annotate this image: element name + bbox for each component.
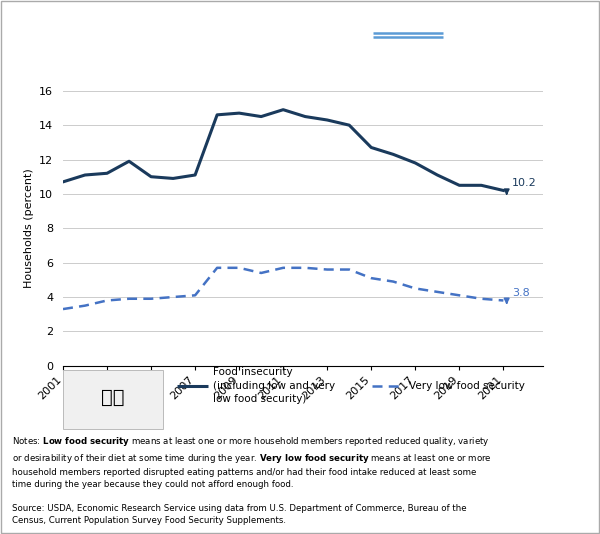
Y-axis label: Households (percent): Households (percent) [23, 168, 34, 288]
Text: Source: USDA, Economic Research Service using data from U.S. Department of Comme: Source: USDA, Economic Research Service … [12, 504, 467, 525]
Text: Very low food security: Very low food security [409, 381, 525, 391]
Text: Food insecurity
(including low and very
low food security): Food insecurity (including low and very … [214, 367, 335, 404]
Text: 🥫🥕: 🥫🥕 [101, 388, 125, 407]
FancyBboxPatch shape [63, 370, 163, 429]
Text: Prevalence of food insecurity in U.S.
households, 2001–21: Prevalence of food insecurity in U.S. ho… [12, 15, 286, 46]
Text: Economic Research Service: Economic Research Service [447, 12, 597, 22]
Text: 10.2: 10.2 [512, 178, 537, 188]
Text: 3.8: 3.8 [512, 288, 530, 298]
Text: USDA: USDA [372, 11, 428, 29]
Text: Notes: $\bf{Low\ food\ security}$ means at least one or more household members r: Notes: $\bf{Low\ food\ security}$ means … [12, 435, 491, 489]
Text: U.S. DEPARTMENT OF AGRICULTURE: U.S. DEPARTMENT OF AGRICULTURE [447, 36, 571, 42]
